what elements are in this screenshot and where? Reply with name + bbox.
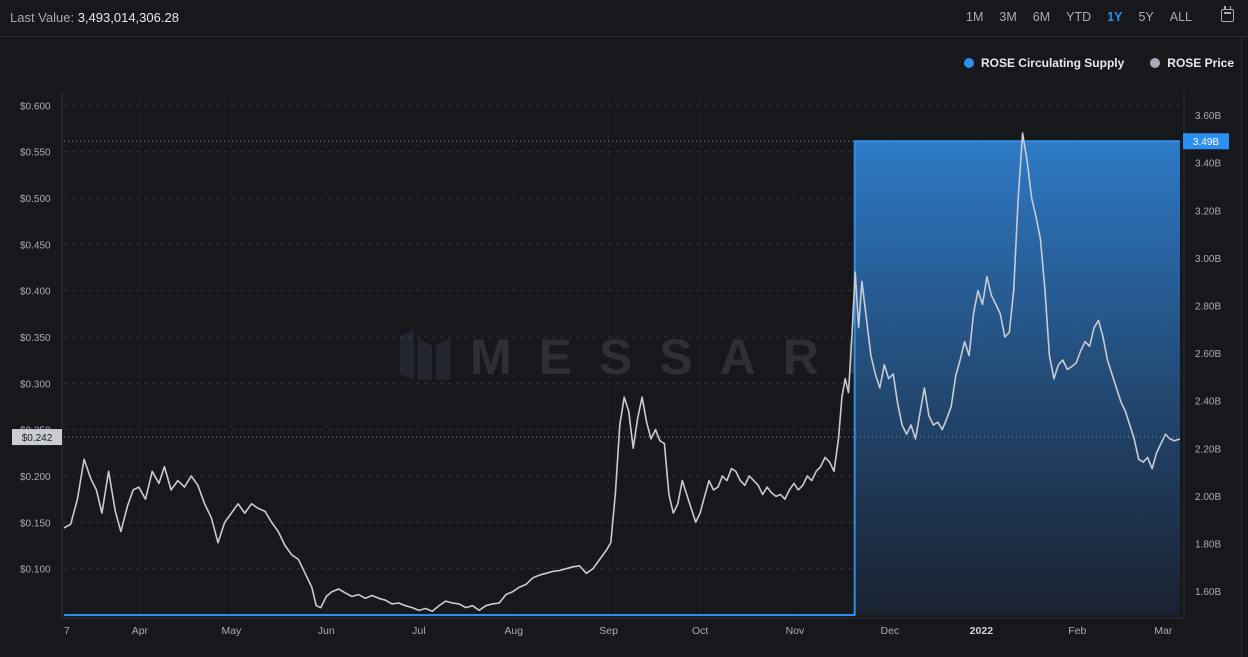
right-tick-label: 1.60B	[1195, 587, 1221, 598]
right-tick-label: 2.20B	[1195, 444, 1221, 455]
last-value-readout: Last Value: 3,493,014,306.28	[10, 10, 179, 25]
right-tick-label: 3.40B	[1195, 159, 1221, 170]
supply-current-badge	[1183, 133, 1229, 150]
left-tick-label: $0.150	[20, 518, 51, 529]
range-button-5y[interactable]: 5Y	[1138, 10, 1154, 24]
x-axis: 7 Apr May Jun Jul Aug Sep Oct Nov Dec 2022 Feb Mar	[64, 625, 1173, 637]
left-tick-label: $0.100	[20, 565, 51, 576]
right-tick-label: 2.60B	[1195, 349, 1221, 360]
current-value-markers: 3.49B $0.242	[12, 133, 1229, 446]
x-tick-label: Sep	[599, 625, 618, 637]
price-legend-label: ROSE Price	[1167, 56, 1234, 70]
price-current-badge	[12, 429, 62, 446]
range-button-3m[interactable]: 3M	[999, 10, 1017, 24]
left-tick-label: $0.200	[20, 472, 51, 483]
chart-right-border	[1241, 36, 1242, 657]
x-tick-label: Jun	[318, 625, 335, 637]
left-tick-label: $0.400	[20, 287, 51, 298]
x-tick-label: Dec	[880, 625, 899, 637]
right-axis: 3.60B 3.40B 3.20B 3.00B 2.80B 2.60B 2.40B 2.20B…	[1195, 111, 1221, 598]
left-tick-label: $0.600	[20, 101, 51, 112]
range-button-6m[interactable]: 6M	[1032, 10, 1051, 24]
left-tick-label: $0.550	[20, 148, 51, 159]
right-tick-label: 3.00B	[1195, 254, 1221, 265]
price-line	[63, 132, 1181, 613]
x-tick-label: Aug	[504, 625, 523, 637]
left-tick-label: $0.450	[20, 240, 51, 251]
range-button-all[interactable]: ALL	[1169, 10, 1192, 24]
calendar-icon[interactable]	[1221, 6, 1234, 22]
x-tick-label: Feb	[1068, 625, 1086, 637]
range-button-1y[interactable]: 1Y	[1107, 10, 1123, 24]
right-tick-label: 2.40B	[1195, 397, 1221, 408]
x-tick-label: Jul	[412, 625, 425, 637]
supply-legend-dot	[963, 58, 974, 68]
price-current-label: $0.242	[22, 433, 53, 444]
x-tick-label: May	[221, 625, 242, 637]
x-tick-label: 2022	[970, 625, 994, 637]
right-tick-label: 1.80B	[1195, 540, 1221, 551]
chart-toolbar: Last Value: 3,493,014,306.28 1M 3M 6M YTD 1Y…	[0, 0, 1248, 37]
x-tick-label: Apr	[132, 625, 149, 637]
right-tick-label: 3.20B	[1195, 206, 1221, 217]
right-tick-label: 2.00B	[1195, 492, 1221, 503]
last-value-number: 3,493,014,306.28	[77, 10, 179, 25]
left-tick-label: $0.500	[20, 194, 51, 205]
x-tick-label: Nov	[786, 625, 805, 637]
price-series	[63, 132, 1181, 613]
x-tick-label: 7	[64, 625, 70, 637]
right-tick-label: 3.60B	[1195, 111, 1221, 122]
supply-current-label: 3.49B	[1193, 137, 1219, 148]
left-tick-label: $0.350	[20, 333, 51, 344]
time-range-selector: 1M 3M 6M YTD 1Y 5Y ALL	[958, 10, 1200, 24]
legend-item-supply[interactable]: ROSE Circulating Supply	[963, 56, 1125, 70]
messari-watermark: MESSARI	[400, 329, 887, 385]
last-value-label: Last Value:	[10, 10, 75, 25]
supply-line	[64, 140, 1180, 616]
chart-legend: ROSE Circulating Supply ROSE Price	[963, 56, 1234, 70]
watermark-text: MESSARI	[470, 329, 887, 385]
supply-legend-label: ROSE Circulating Supply	[980, 56, 1125, 70]
range-button-1m[interactable]: 1M	[966, 10, 984, 24]
messari-logo-icon	[400, 330, 450, 380]
x-tick-label: Mar	[1154, 625, 1173, 637]
left-axis: $0.600 $0.550 $0.500 $0.450 $0.400 $0.350 $0.3…	[20, 101, 51, 575]
right-tick-label: 2.80B	[1195, 302, 1221, 313]
range-button-ytd[interactable]: YTD	[1066, 10, 1092, 24]
left-tick-label: $0.300	[20, 379, 51, 390]
x-tick-label: Oct	[692, 625, 708, 637]
legend-item-price[interactable]: ROSE Price	[1150, 56, 1234, 70]
price-legend-dot	[1150, 58, 1161, 68]
